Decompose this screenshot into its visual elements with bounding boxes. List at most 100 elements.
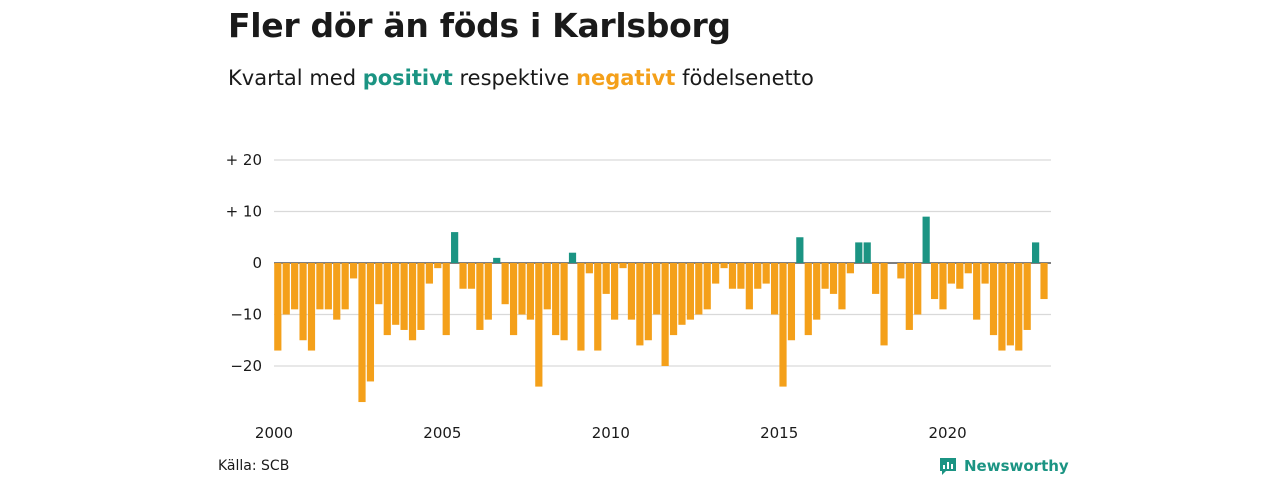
bar — [324, 263, 332, 310]
bar — [602, 263, 610, 294]
bar — [964, 263, 972, 274]
bar — [425, 263, 433, 284]
bar — [880, 263, 888, 346]
bar — [451, 232, 459, 263]
bar — [501, 263, 509, 305]
bar — [829, 263, 838, 294]
bar — [611, 263, 619, 320]
y-tick-label: −10 — [230, 306, 262, 324]
bar — [1006, 263, 1014, 346]
source-note: Källa: SCB — [218, 458, 290, 474]
y-tick-label: −20 — [230, 357, 262, 375]
bar — [509, 263, 518, 336]
y-tick-labels: + 20 + 10 0 −10 −20 — [226, 151, 262, 375]
x-tick-label: 2020 — [929, 424, 967, 442]
subtitle-middle: respektive — [452, 66, 577, 90]
y-tick-label: + 10 — [226, 203, 262, 221]
bar — [552, 263, 560, 336]
bar — [973, 263, 981, 320]
bar — [408, 263, 417, 341]
bar — [846, 263, 854, 274]
subtitle-prefix: Kvartal med — [228, 66, 363, 90]
bar — [754, 263, 762, 289]
bar — [720, 263, 728, 269]
bar — [307, 263, 316, 351]
x-tick-label: 2005 — [423, 424, 461, 442]
chart-subtitle: Kvartal med positivt respektive negativt… — [228, 66, 814, 90]
bar — [341, 263, 349, 310]
bar — [989, 263, 998, 336]
bar — [467, 263, 476, 289]
bar — [956, 263, 964, 289]
bar — [1040, 263, 1048, 300]
bar — [636, 263, 644, 346]
bar — [526, 263, 535, 320]
bar — [459, 263, 467, 289]
bar — [434, 263, 442, 269]
bar — [787, 263, 796, 341]
bar — [493, 257, 501, 263]
y-tick-label: 0 — [252, 254, 262, 272]
bar — [686, 263, 694, 320]
bar — [922, 216, 930, 263]
bar — [333, 263, 341, 320]
bar — [383, 263, 391, 336]
x-tick-labels: 2000 2005 2010 2015 2020 — [255, 424, 967, 442]
bar — [981, 263, 989, 284]
bar — [400, 263, 408, 330]
bar — [947, 263, 956, 284]
bar — [299, 263, 307, 341]
bar — [821, 263, 829, 289]
bar-chart: + 20 + 10 0 −10 −20 2000 2005 2010 2015 2020 — [226, 151, 1051, 442]
bar — [1032, 242, 1040, 263]
bar — [282, 263, 290, 315]
bar — [695, 263, 703, 315]
bar — [905, 263, 913, 330]
bar — [914, 263, 922, 315]
bar — [813, 263, 821, 320]
bar — [417, 263, 425, 330]
bar — [863, 242, 871, 263]
newsworthy-logo-icon — [940, 458, 956, 475]
bar — [669, 263, 678, 336]
bar — [291, 263, 299, 310]
bar — [855, 242, 863, 263]
bar — [998, 263, 1006, 351]
bar — [703, 263, 711, 310]
bar — [627, 263, 636, 320]
bar — [678, 263, 686, 325]
bar — [484, 263, 492, 320]
bar — [770, 263, 779, 315]
x-tick-label: 2015 — [760, 424, 798, 442]
x-tick-label: 2010 — [592, 424, 630, 442]
x-tick-label: 2000 — [255, 424, 293, 442]
bar — [560, 263, 568, 341]
bar — [366, 263, 375, 382]
bar — [661, 263, 669, 366]
bar — [358, 263, 366, 403]
bar — [872, 263, 880, 294]
bar — [316, 263, 324, 310]
bar — [930, 263, 939, 300]
subtitle-suffix: födelsenetto — [675, 66, 814, 90]
bar — [442, 263, 450, 336]
bar — [594, 263, 602, 351]
bar — [619, 263, 627, 269]
brand-name: Newsworthy — [964, 457, 1069, 475]
bar — [577, 263, 585, 351]
bar — [728, 263, 737, 289]
bar — [796, 237, 804, 263]
bar — [779, 263, 787, 387]
bar — [349, 263, 358, 279]
brand-logo: Newsworthy — [938, 456, 1069, 476]
bar — [838, 263, 846, 310]
bar — [392, 263, 400, 325]
bar — [518, 263, 526, 315]
bars — [274, 216, 1048, 403]
bar — [1023, 263, 1031, 330]
subtitle-positive-word: positivt — [362, 66, 453, 90]
bar — [375, 263, 383, 305]
bar — [568, 252, 577, 263]
subtitle-negative-word: negativt — [576, 66, 676, 90]
bar — [535, 263, 543, 387]
